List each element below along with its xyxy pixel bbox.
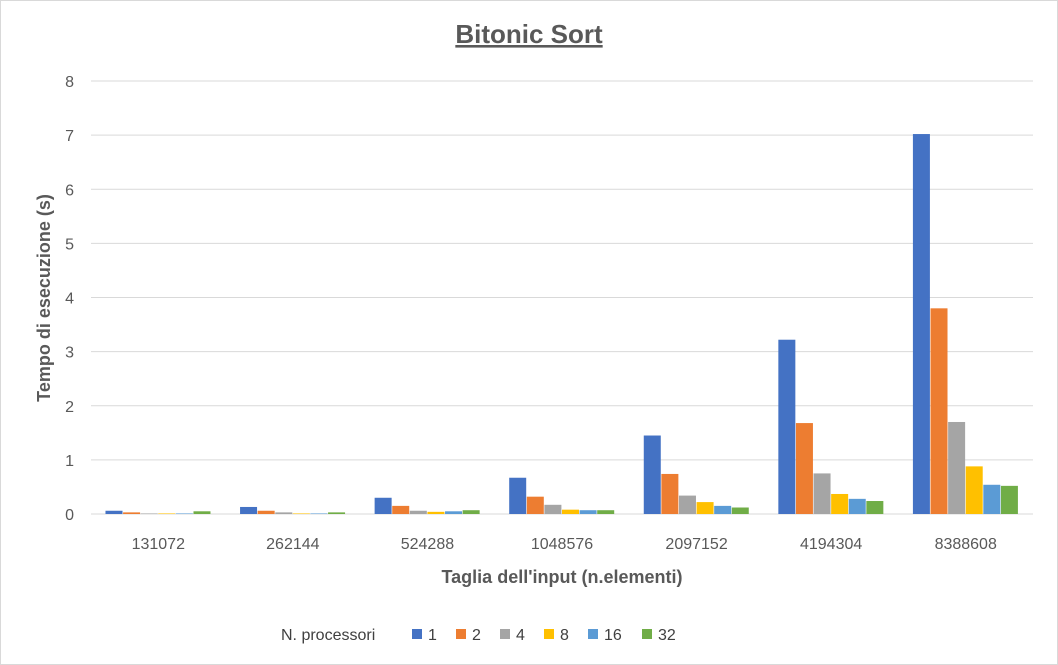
bar-262144-p2 <box>257 510 275 514</box>
bar-4194304-p8 <box>831 493 849 514</box>
gridlines <box>91 80 1033 515</box>
x-tick-label: 2097152 <box>665 536 727 553</box>
bar-131072-p1 <box>105 510 123 514</box>
legend-label-1: 1 <box>428 627 437 644</box>
x-tick-label: 524288 <box>401 536 454 553</box>
bar-2097152-p1 <box>643 435 661 514</box>
legend: N. processori 1 2 4 8 16 32 <box>281 627 676 644</box>
bar-4194304-p4 <box>813 473 831 514</box>
bar-8388608-p16 <box>983 484 1001 514</box>
y-tick-label: 6 <box>65 182 74 199</box>
bar-262144-p32 <box>328 512 346 514</box>
bar-4194304-p16 <box>848 498 866 514</box>
bar-1048576-p16 <box>579 510 597 514</box>
legend-swatch-16 <box>588 629 598 639</box>
bar-262144-p1 <box>240 506 258 514</box>
bar-262144-p16 <box>310 513 328 514</box>
bar-524288-p32 <box>462 510 480 514</box>
bar-4194304-p2 <box>795 423 813 514</box>
bar-131072-p16 <box>175 513 193 514</box>
bar-131072-p8 <box>158 513 176 514</box>
bar-524288-p4 <box>409 510 427 514</box>
legend-label-32: 32 <box>658 627 676 644</box>
bar-4194304-p32 <box>866 501 884 514</box>
y-tick-label: 3 <box>65 345 74 362</box>
y-tick-label: 5 <box>65 236 74 253</box>
x-tick-label: 1048576 <box>531 536 593 553</box>
bar-1048576-p8 <box>562 509 579 514</box>
y-tick-label: 4 <box>65 291 74 308</box>
bar-1048576-p32 <box>597 510 615 514</box>
bar-8388608-p8 <box>965 466 983 514</box>
bar-131072-p32 <box>193 511 211 514</box>
y-tick-label: 2 <box>65 399 74 416</box>
bar-2097152-p16 <box>714 505 732 514</box>
bar-1048576-p4 <box>544 504 562 514</box>
x-axis-ticks: 131072 262144 524288 1048576 2097152 4194304 8… <box>132 536 997 553</box>
y-tick-label: 7 <box>65 128 74 145</box>
legend-title: N. processori <box>281 627 375 644</box>
bar-524288-p8 <box>427 511 445 514</box>
y-axis-label: Tempo di esecuzione (s) <box>34 194 54 402</box>
legend-swatch-4 <box>500 629 510 639</box>
bar-8388608-p2 <box>930 308 948 514</box>
legend-swatch-8 <box>544 629 554 639</box>
legend-label-16: 16 <box>604 627 622 644</box>
bar-1048576-p1 <box>509 477 527 514</box>
x-axis-label: Taglia dell'input (n.elementi) <box>442 567 683 587</box>
bar-131072-p2 <box>123 512 141 514</box>
x-tick-label: 8388608 <box>935 536 997 553</box>
bar-8388608-p4 <box>948 421 966 514</box>
x-tick-label: 262144 <box>266 536 319 553</box>
x-tick-label: 131072 <box>132 536 185 553</box>
y-axis-ticks: 0 1 2 3 4 5 6 7 8 <box>65 74 74 524</box>
bar-524288-p2 <box>392 505 410 514</box>
bar-524288-p16 <box>445 511 463 514</box>
bar-4194304-p1 <box>778 339 796 514</box>
bar-131072-p4 <box>140 513 158 514</box>
bar-262144-p8 <box>292 513 310 514</box>
legend-swatch-2 <box>456 629 466 639</box>
bar-2097152-p8 <box>696 502 714 514</box>
bar-262144-p4 <box>275 512 293 514</box>
bars <box>105 134 1018 515</box>
y-tick-label: 8 <box>65 74 74 91</box>
legend-swatch-1 <box>412 629 422 639</box>
legend-label-8: 8 <box>560 627 569 644</box>
y-tick-label: 0 <box>65 507 74 524</box>
bar-2097152-p32 <box>731 507 749 514</box>
bar-2097152-p2 <box>661 473 679 514</box>
bar-1048576-p2 <box>526 496 544 514</box>
legend-label-4: 4 <box>516 627 525 644</box>
bar-524288-p1 <box>374 497 392 514</box>
y-tick-label: 1 <box>65 453 74 470</box>
bar-8388608-p1 <box>912 134 930 515</box>
x-tick-label: 4194304 <box>800 536 862 553</box>
legend-swatch-32 <box>642 629 652 639</box>
bar-8388608-p32 <box>1000 485 1018 514</box>
legend-label-2: 2 <box>472 627 481 644</box>
chart-title: Bitonic Sort <box>455 19 603 49</box>
bar-2097152-p4 <box>678 495 696 514</box>
